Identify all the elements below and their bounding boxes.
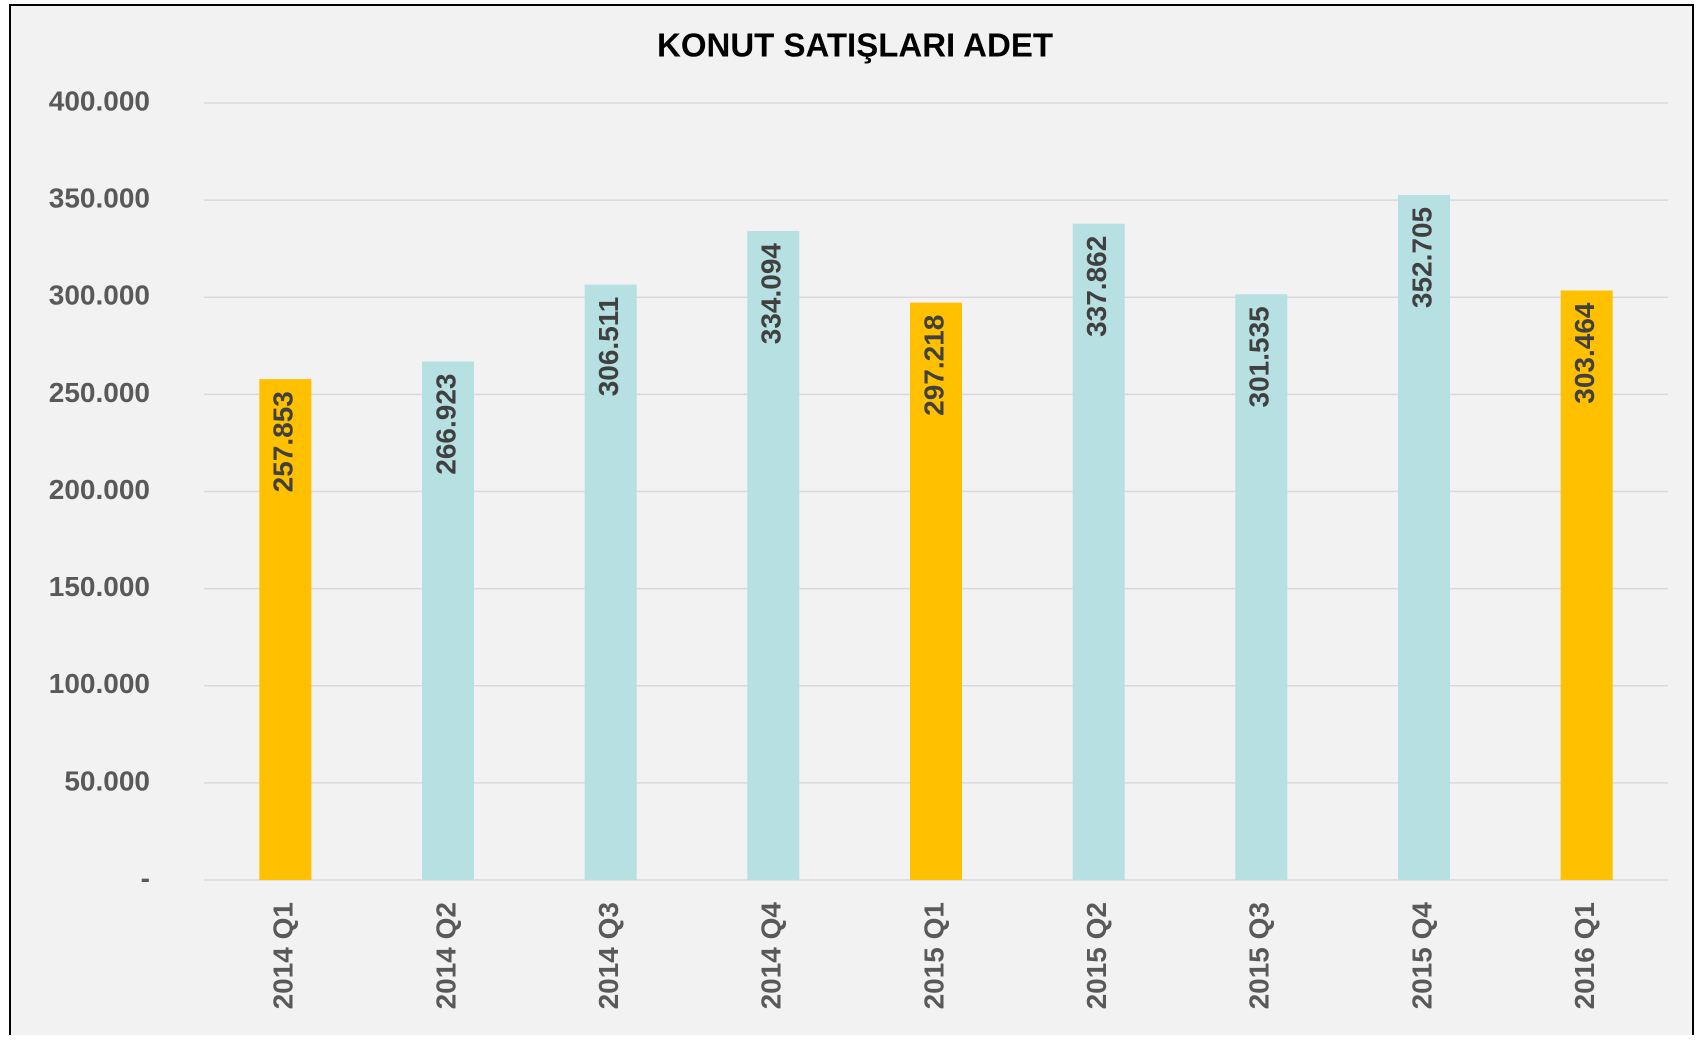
value-label: 352.705 bbox=[1406, 207, 1437, 308]
x-tick-label: 2014 Q2 bbox=[430, 902, 461, 1009]
x-tick-label: 2015 Q1 bbox=[918, 902, 949, 1009]
value-label: 301.535 bbox=[1244, 306, 1275, 407]
y-tick-label: 100.000 bbox=[49, 668, 150, 699]
x-tick-label: 2014 Q1 bbox=[268, 902, 299, 1009]
y-tick-label: 50.000 bbox=[64, 765, 150, 796]
y-tick-label: 150.000 bbox=[49, 571, 150, 602]
x-tick-label: 2015 Q4 bbox=[1406, 902, 1437, 1010]
bar bbox=[747, 231, 800, 880]
x-tick-label: 2016 Q1 bbox=[1569, 902, 1600, 1009]
value-label: 334.094 bbox=[756, 243, 787, 345]
bar bbox=[910, 302, 962, 880]
y-tick-label: 400.000 bbox=[49, 85, 150, 116]
bar bbox=[1235, 294, 1288, 880]
value-label: 337.862 bbox=[1081, 236, 1112, 337]
value-label: 306.511 bbox=[593, 297, 624, 397]
x-tick-label: 2014 Q3 bbox=[593, 902, 624, 1009]
y-tick-label: 300.000 bbox=[49, 280, 150, 311]
chart-title: KONUT SATIŞLARI ADET bbox=[657, 27, 1053, 64]
value-label: 297.218 bbox=[918, 315, 949, 416]
bar bbox=[1560, 290, 1613, 880]
value-label: 303.464 bbox=[1569, 302, 1600, 404]
bar bbox=[422, 361, 474, 880]
value-label: 266.923 bbox=[430, 374, 461, 475]
bar bbox=[1398, 194, 1450, 880]
x-tick-label: 2015 Q3 bbox=[1244, 902, 1275, 1009]
x-tick-label: 2015 Q2 bbox=[1081, 902, 1112, 1009]
y-tick-label: 200.000 bbox=[49, 474, 150, 505]
bar bbox=[259, 379, 312, 880]
x-tick-label: 2014 Q4 bbox=[756, 902, 787, 1010]
bar bbox=[1072, 223, 1125, 880]
y-tick-label: 250.000 bbox=[49, 377, 150, 408]
y-tick-label: - bbox=[141, 862, 150, 893]
bar bbox=[584, 284, 637, 880]
y-tick-label: 350.000 bbox=[49, 183, 150, 214]
value-label: 257.853 bbox=[268, 391, 299, 492]
